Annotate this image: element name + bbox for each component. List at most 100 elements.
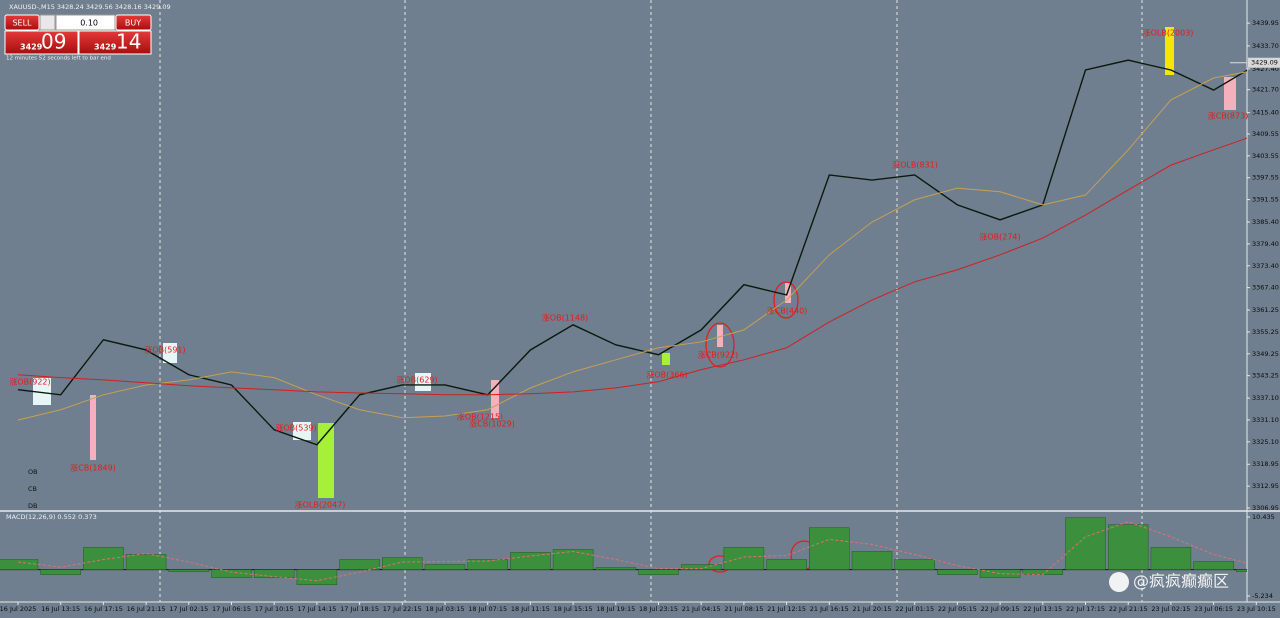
macd-bar (0, 559, 39, 570)
macd-bar (40, 569, 81, 575)
macd-bar (83, 547, 124, 570)
buy-label: BUY (125, 19, 141, 28)
buy-button[interactable] (115, 14, 152, 31)
y-tick-label: 3379.40 (1252, 240, 1279, 248)
zone (33, 378, 51, 405)
x-tick-label: 18 Jul 11:15 (511, 605, 550, 613)
y-tick-label: 3427.40 (1252, 65, 1279, 73)
macd-bar (1193, 561, 1234, 570)
signal-annotation: 涨CB(1849) (70, 463, 116, 473)
zone (90, 395, 96, 460)
macd-bar (595, 567, 637, 570)
y-tick-label: 3318.95 (1252, 460, 1279, 468)
y-tick-label: 3415.40 (1252, 109, 1279, 117)
y-tick-label: 3312.95 (1252, 482, 1279, 490)
macd-bar (894, 559, 935, 570)
y-tick-label: 3439.95 (1252, 19, 1279, 27)
macd-bar (253, 569, 295, 578)
bid-box[interactable] (4, 30, 79, 55)
macd-bar (424, 564, 466, 570)
bid-small: 09 (41, 30, 66, 54)
macd-bar (723, 547, 765, 570)
signal-annotation: 涨OB(591) (144, 345, 185, 355)
signal-annotation: 涨CB(873) (1208, 111, 1249, 121)
signal-annotation: 涨OB(629) (396, 375, 437, 385)
macd-bar (510, 552, 551, 570)
signal-annotation: 涨OB(1215) (457, 412, 503, 422)
y-tick-label: 3403.55 (1252, 152, 1279, 160)
x-tick-label: 17 Jul 18:15 (340, 605, 379, 613)
sell-label: SELL (12, 19, 32, 28)
x-tick-label: 18 Jul 15:15 (554, 605, 593, 613)
x-tick-label: 23 Jul 02:15 (1151, 605, 1190, 613)
macd-bar (937, 569, 978, 575)
signal-annotation: 涨OB(366) (646, 370, 687, 380)
signal-annotation: 涨CB(1029) (469, 419, 515, 429)
x-tick-label: 18 Jul 03:15 (426, 605, 465, 613)
x-tick-label: 21 Jul 12:15 (767, 605, 806, 613)
signal-annotation: 涨OB(922) (9, 377, 50, 387)
zone (163, 343, 177, 363)
macd-title: MACD(12,26,9) 0.552 0.373 (6, 513, 97, 521)
y-tick-label: 3433.70 (1252, 42, 1279, 50)
lot-dropdown[interactable] (39, 14, 56, 31)
x-tick-label: 16 Jul 2025 (0, 605, 36, 613)
macd-bar (1150, 547, 1192, 570)
zone (415, 373, 431, 391)
y-tick-label: 3343.25 (1252, 372, 1279, 380)
y-tick-label: -5.234 (1252, 592, 1273, 600)
macd-bar (809, 527, 850, 570)
x-tick-label: 22 Jul 13:15 (1023, 605, 1062, 613)
x-tick-label: 18 Jul 19:15 (596, 605, 635, 613)
sell-button[interactable] (4, 14, 40, 31)
x-tick-label: 18 Jul 07:15 (468, 605, 507, 613)
side-label: DB (28, 502, 37, 510)
x-tick-label: 22 Jul 17:15 (1066, 605, 1105, 613)
signal-annotation: 涨OB(1148) (542, 313, 588, 323)
x-tick-label: 22 Jul 01:15 (895, 605, 934, 613)
signal-annotation: 涨OLB(2047) (295, 500, 346, 510)
zone (1224, 77, 1236, 110)
y-tick-label: 3367.40 (1252, 284, 1279, 292)
side-label: CB (28, 485, 37, 493)
price-tag-label: 3429.09 (1251, 59, 1278, 67)
x-tick-label: 16 Jul 13:15 (41, 605, 80, 613)
y-tick-label: 3349.25 (1252, 350, 1279, 358)
macd-bar (382, 557, 423, 570)
x-tick-label: 17 Jul 06:15 (212, 605, 251, 613)
symbol-header: XAUUSD-,M15 3428.24 3429.56 3428.16 3429… (9, 3, 171, 11)
x-tick-label: 23 Jul 10:15 (1237, 605, 1276, 613)
signal-annotation: 涨CB(440) (767, 306, 808, 316)
y-tick-label: 3325.10 (1252, 438, 1279, 446)
signal-annotation: 涨CB(922) (698, 350, 739, 360)
macd-bar (1236, 569, 1247, 572)
macd-bar (851, 551, 893, 570)
plot (0, 59, 1247, 585)
x-tick-label: 17 Jul 14:15 (297, 605, 336, 613)
y-tick-label: 3361.25 (1252, 306, 1279, 314)
signal-annotation: 涨OB(539) (275, 423, 316, 433)
ask-box[interactable] (78, 30, 152, 55)
x-tick-label: 21 Jul 16:15 (810, 605, 849, 613)
y-tick-label: 3385.40 (1252, 218, 1279, 226)
price-line (17, 71, 1247, 421)
macd-bar (979, 569, 1021, 578)
ask-small: 14 (116, 30, 141, 54)
x-tick-label: 21 Jul 20:15 (853, 605, 892, 613)
highlight-circle (705, 322, 735, 368)
macd-bar (339, 559, 380, 570)
lot-field[interactable] (55, 14, 116, 31)
zone (293, 422, 311, 440)
y-tick-label: 3355.25 (1252, 328, 1279, 336)
y-tick-label: 3337.10 (1252, 394, 1279, 402)
macd-bar (680, 564, 722, 570)
bid-big: 3429 (20, 43, 43, 52)
macd-bar (1065, 517, 1106, 570)
y-tick-label: 10.435 (1252, 513, 1275, 521)
watermark: @疯疯癫癫区 (1133, 572, 1229, 591)
watermark-icon (1109, 572, 1129, 592)
signal-annotation: 涨OLB(831) (892, 160, 938, 170)
signal-annotation: 涨OB(274) (979, 232, 1020, 242)
